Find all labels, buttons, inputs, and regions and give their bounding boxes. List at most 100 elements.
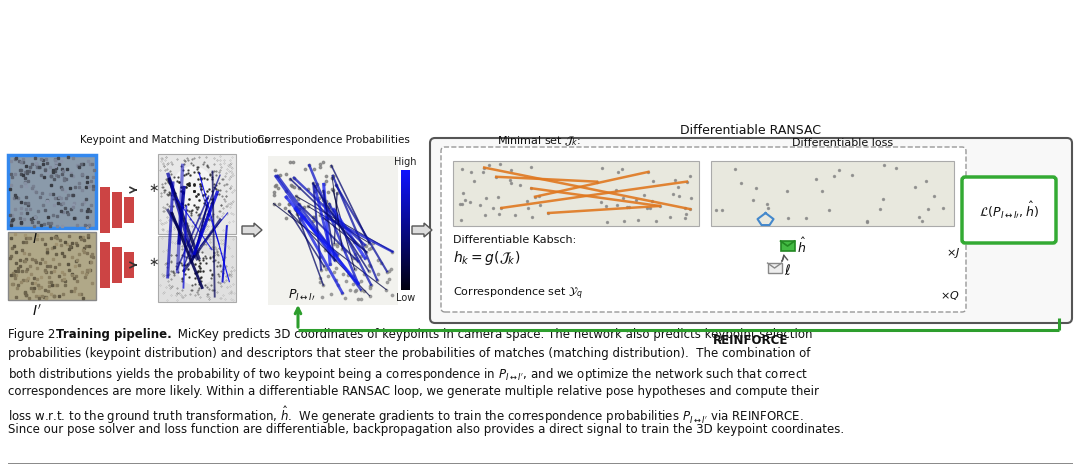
- Point: [934, 204, 951, 212]
- Point: [320, 188, 337, 196]
- Bar: [401, 194, 410, 195]
- Bar: [401, 284, 410, 285]
- Point: [324, 187, 341, 194]
- Text: Since our pose solver and loss function are differentiable, backpropagation also: Since our pose solver and loss function …: [8, 423, 845, 436]
- Point: [305, 180, 322, 187]
- Point: [512, 181, 529, 189]
- Point: [282, 176, 299, 183]
- Bar: [401, 192, 410, 193]
- Text: $I'$: $I'$: [32, 304, 41, 319]
- Bar: [401, 212, 410, 213]
- Bar: [401, 237, 410, 238]
- Text: Differentiable Kabsch:: Differentiable Kabsch:: [453, 235, 577, 245]
- Point: [311, 253, 328, 261]
- Bar: [401, 201, 410, 202]
- Bar: [401, 215, 410, 216]
- Point: [487, 173, 504, 181]
- Point: [338, 277, 355, 285]
- Point: [278, 170, 295, 177]
- Point: [327, 264, 345, 272]
- Point: [356, 254, 374, 262]
- Point: [472, 201, 489, 208]
- Point: [369, 256, 387, 264]
- FancyBboxPatch shape: [441, 147, 966, 312]
- Bar: [401, 269, 410, 270]
- Point: [341, 286, 359, 294]
- Bar: [401, 224, 410, 225]
- Point: [453, 216, 470, 224]
- Point: [635, 191, 652, 198]
- Point: [324, 172, 341, 180]
- Bar: [401, 205, 410, 206]
- Bar: [781, 241, 795, 251]
- Point: [540, 209, 557, 217]
- Text: $\times J$: $\times J$: [946, 246, 960, 260]
- Point: [664, 190, 681, 197]
- Bar: [268, 156, 399, 305]
- Point: [312, 266, 329, 273]
- Bar: [401, 197, 410, 199]
- Point: [713, 206, 730, 214]
- Point: [352, 252, 369, 259]
- Text: $\ell$: $\ell$: [784, 263, 791, 278]
- Point: [271, 171, 288, 179]
- Text: MicKey predicts 3D coordinates of keypoints in camera space. The network also pr: MicKey predicts 3D coordinates of keypoi…: [174, 328, 812, 341]
- Point: [334, 289, 351, 297]
- Point: [299, 185, 316, 193]
- Point: [306, 213, 323, 221]
- Point: [502, 179, 519, 186]
- Point: [707, 206, 725, 213]
- Point: [758, 200, 775, 207]
- Point: [350, 280, 367, 287]
- Point: [361, 239, 378, 247]
- Bar: [401, 179, 410, 180]
- Bar: [401, 263, 410, 265]
- Bar: [100, 187, 110, 233]
- Point: [321, 200, 338, 208]
- Point: [265, 200, 282, 207]
- Point: [314, 159, 332, 166]
- Bar: [124, 197, 134, 223]
- Point: [518, 197, 536, 205]
- Bar: [401, 180, 410, 181]
- Bar: [401, 203, 410, 204]
- Point: [531, 201, 549, 208]
- Point: [475, 168, 492, 176]
- Bar: [401, 244, 410, 245]
- Point: [306, 166, 323, 173]
- Bar: [401, 210, 410, 211]
- Bar: [401, 267, 410, 268]
- Point: [315, 187, 333, 195]
- Bar: [401, 181, 410, 182]
- Bar: [401, 251, 410, 252]
- Point: [346, 277, 363, 284]
- Point: [492, 204, 510, 212]
- Point: [276, 214, 294, 222]
- Bar: [401, 208, 410, 209]
- Point: [311, 275, 328, 282]
- Point: [875, 195, 892, 203]
- Point: [310, 195, 327, 202]
- Point: [380, 268, 397, 275]
- Point: [337, 294, 354, 302]
- Bar: [401, 195, 410, 196]
- Point: [316, 172, 334, 179]
- Point: [647, 218, 664, 225]
- Bar: [401, 190, 410, 191]
- Point: [318, 198, 335, 205]
- Point: [914, 217, 931, 225]
- Point: [316, 247, 334, 254]
- Point: [356, 241, 374, 249]
- Point: [597, 202, 615, 209]
- Point: [321, 242, 338, 249]
- Bar: [401, 245, 410, 246]
- Polygon shape: [411, 223, 432, 237]
- Bar: [401, 202, 410, 203]
- Point: [380, 275, 397, 283]
- Bar: [401, 254, 410, 255]
- Point: [287, 206, 305, 214]
- Bar: [401, 287, 410, 288]
- Point: [383, 292, 401, 299]
- Bar: [401, 257, 410, 258]
- Point: [355, 271, 373, 278]
